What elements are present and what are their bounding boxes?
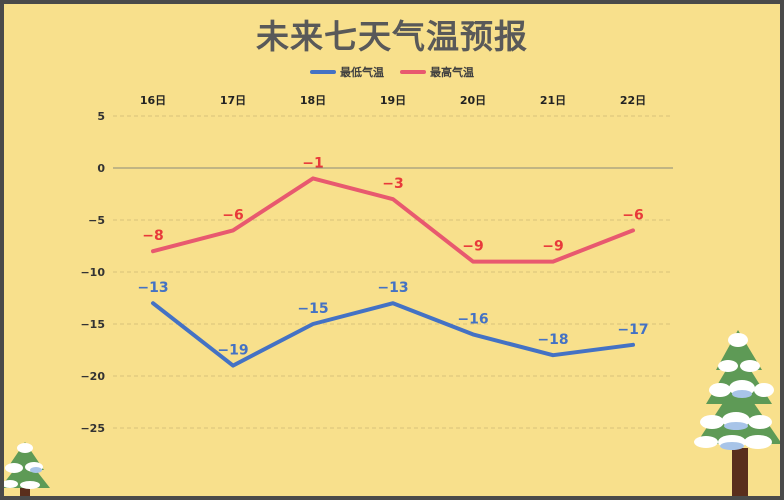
y-tick-label: 0 [97, 162, 105, 175]
legend-swatch-low [310, 70, 336, 74]
y-tick-label: −25 [80, 422, 105, 435]
x-tick-label: 22日 [620, 94, 646, 107]
data-label: −9 [462, 239, 483, 255]
data-label: −3 [382, 176, 403, 192]
x-tick-label: 21日 [540, 94, 566, 107]
x-tick-label: 18日 [300, 94, 326, 107]
chart-title: 未来七天气温预报 [256, 17, 528, 56]
data-label: −6 [222, 207, 243, 223]
chart-frame: 未来七天气温预报 最低气温 最高气温 5 0 −5 −10 −15 −20 −25 16日 17… [4, 4, 780, 496]
legend-swatch-high [400, 70, 426, 74]
y-tick-label: −15 [80, 318, 105, 331]
snowy-tree-icon-right [694, 330, 780, 496]
y-tick-label: −5 [88, 214, 105, 227]
data-label: −9 [542, 239, 563, 255]
x-tick-label: 16日 [140, 94, 166, 107]
data-label: −18 [537, 332, 568, 348]
legend-item-high[interactable]: 最高气温 [400, 64, 474, 80]
data-label: −17 [617, 322, 648, 338]
x-tick-label: 17日 [220, 94, 246, 107]
data-label: −16 [457, 311, 488, 327]
line-chart-plot: 5 0 −5 −10 −15 −20 −25 16日 17日 18日 19日 20日 21日 22日 −13… [80, 94, 673, 435]
data-label: −19 [217, 343, 248, 359]
data-label: −8 [142, 228, 163, 244]
y-tick-label: −10 [80, 266, 105, 279]
legend-label-low: 最低气温 [340, 66, 384, 79]
x-tick-label: 19日 [380, 94, 406, 107]
data-label: −13 [137, 280, 168, 296]
data-label: −15 [297, 301, 328, 317]
snowy-tree-icon-left [4, 442, 50, 496]
data-label: −13 [377, 280, 408, 296]
data-label: −1 [302, 155, 323, 171]
chart-legend: 最低气温 最高气温 [4, 64, 780, 80]
x-tick-label: 20日 [460, 94, 486, 107]
y-tick-label: 5 [97, 110, 105, 123]
data-label: −6 [622, 207, 643, 223]
y-tick-label: −20 [80, 370, 105, 383]
legend-item-low[interactable]: 最低气温 [310, 64, 384, 80]
legend-label-high: 最高气温 [430, 66, 474, 79]
